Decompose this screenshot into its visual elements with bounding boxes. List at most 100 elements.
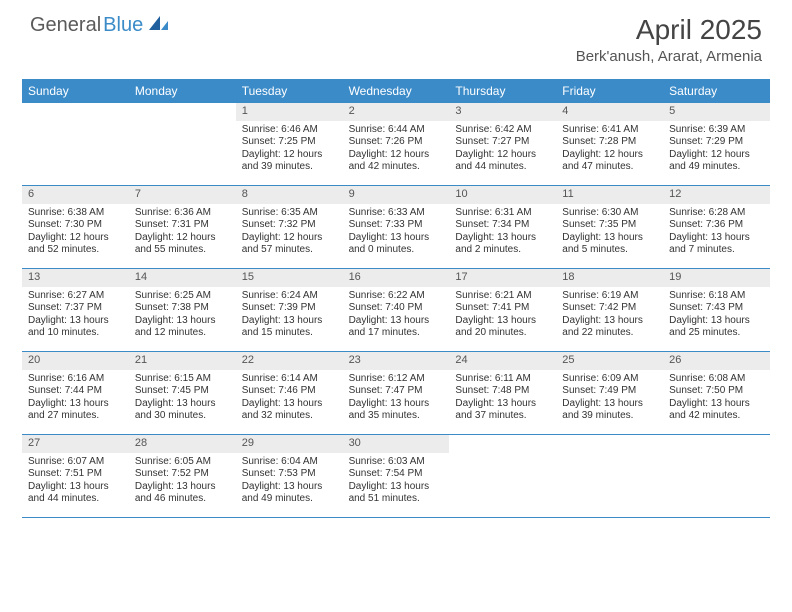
sunset-line: Sunset: 7:27 PM xyxy=(455,136,550,149)
sunset-line: Sunset: 7:41 PM xyxy=(455,302,550,315)
daylight-line: Daylight: 13 hours and 32 minutes. xyxy=(242,398,337,423)
daylight-line: Daylight: 13 hours and 20 minutes. xyxy=(455,315,550,340)
day-cell: 19Sunrise: 6:18 AMSunset: 7:43 PMDayligh… xyxy=(663,269,770,351)
daylight-line: Daylight: 13 hours and 5 minutes. xyxy=(562,232,657,257)
day-body: Sunrise: 6:25 AMSunset: 7:38 PMDaylight:… xyxy=(129,287,236,344)
day-number: 11 xyxy=(556,186,663,204)
day-cell: 27Sunrise: 6:07 AMSunset: 7:51 PMDayligh… xyxy=(22,435,129,517)
sunset-line: Sunset: 7:30 PM xyxy=(28,219,123,232)
daylight-line: Daylight: 13 hours and 51 minutes. xyxy=(349,481,444,506)
sunset-line: Sunset: 7:25 PM xyxy=(242,136,337,149)
day-cell: 23Sunrise: 6:12 AMSunset: 7:47 PMDayligh… xyxy=(343,352,450,434)
day-cell: 4Sunrise: 6:41 AMSunset: 7:28 PMDaylight… xyxy=(556,103,663,185)
sunrise-line: Sunrise: 6:42 AM xyxy=(455,124,550,137)
day-cell: 30 Sunrise: 6:03 AMSunset: 7:54 PMDayligh… xyxy=(343,435,450,517)
daylight-line: Daylight: 13 hours and 7 minutes. xyxy=(669,232,764,257)
sunrise-line: Sunrise: 6:44 AM xyxy=(349,124,444,137)
day-number: 15 xyxy=(236,269,343,287)
day-body: Sunrise: 6:08 AMSunset: 7:50 PMDaylight:… xyxy=(663,370,770,427)
daylight-line: Daylight: 13 hours and 35 minutes. xyxy=(349,398,444,423)
day-body: Sunrise: 6:07 AMSunset: 7:51 PMDaylight:… xyxy=(22,453,129,510)
daylight-line: Daylight: 12 hours and 47 minutes. xyxy=(562,149,657,174)
sunset-line: Sunset: 7:32 PM xyxy=(242,219,337,232)
calendar-week: 27Sunrise: 6:07 AMSunset: 7:51 PMDayligh… xyxy=(22,435,770,518)
calendar-week: 20Sunrise: 6:16 AMSunset: 7:44 PMDayligh… xyxy=(22,352,770,435)
day-number: 3 xyxy=(449,103,556,121)
day-cell: 15Sunrise: 6:24 AMSunset: 7:39 PMDayligh… xyxy=(236,269,343,351)
day-cell: 9Sunrise: 6:33 AMSunset: 7:33 PMDaylight… xyxy=(343,186,450,268)
day-body: Sunrise: 6:44 AMSunset: 7:26 PMDaylight:… xyxy=(343,121,450,178)
day-number: 12 xyxy=(663,186,770,204)
day-number: 23 xyxy=(343,352,450,370)
sunset-line: Sunset: 7:50 PM xyxy=(669,385,764,398)
day-body: Sunrise: 6:24 AMSunset: 7:39 PMDaylight:… xyxy=(236,287,343,344)
day-cell: 11Sunrise: 6:30 AMSunset: 7:35 PMDayligh… xyxy=(556,186,663,268)
sunrise-line: Sunrise: 6:09 AM xyxy=(562,373,657,386)
sunset-line: Sunset: 7:36 PM xyxy=(669,219,764,232)
day-number: 20 xyxy=(22,352,129,370)
sunrise-line: Sunrise: 6:11 AM xyxy=(455,373,550,386)
day-number: 6 xyxy=(22,186,129,204)
sunset-line: Sunset: 7:46 PM xyxy=(242,385,337,398)
day-number: 25 xyxy=(556,352,663,370)
sunset-line: Sunset: 7:53 PM xyxy=(242,468,337,481)
day-body: Sunrise: 6:38 AMSunset: 7:30 PMDaylight:… xyxy=(22,204,129,261)
sunset-line: Sunset: 7:54 PM xyxy=(349,468,444,481)
day-cell: 17Sunrise: 6:21 AMSunset: 7:41 PMDayligh… xyxy=(449,269,556,351)
sunrise-line: Sunrise: 6:33 AM xyxy=(349,207,444,220)
day-body: Sunrise: 6:46 AMSunset: 7:25 PMDaylight:… xyxy=(236,121,343,178)
day-number: 7 xyxy=(129,186,236,204)
logo-text-general: General xyxy=(30,14,101,37)
sunrise-line: Sunrise: 6:03 AM xyxy=(349,456,444,469)
day-number: 28 xyxy=(129,435,236,453)
day-body: Sunrise: 6:28 AMSunset: 7:36 PMDaylight:… xyxy=(663,204,770,261)
sunset-line: Sunset: 7:31 PM xyxy=(135,219,230,232)
day-cell: 6Sunrise: 6:38 AMSunset: 7:30 PMDaylight… xyxy=(22,186,129,268)
day-body: Sunrise: 6:41 AMSunset: 7:28 PMDaylight:… xyxy=(556,121,663,178)
sunrise-line: Sunrise: 6:21 AM xyxy=(455,290,550,303)
daylight-line: Daylight: 13 hours and 10 minutes. xyxy=(28,315,123,340)
sunset-line: Sunset: 7:51 PM xyxy=(28,468,123,481)
daylight-line: Daylight: 13 hours and 0 minutes. xyxy=(349,232,444,257)
day-body: Sunrise: 6:11 AMSunset: 7:48 PMDaylight:… xyxy=(449,370,556,427)
day-body: Sunrise: 6:19 AMSunset: 7:42 PMDaylight:… xyxy=(556,287,663,344)
day-number: 29 xyxy=(236,435,343,453)
daylight-line: Daylight: 12 hours and 52 minutes. xyxy=(28,232,123,257)
daylight-line: Daylight: 12 hours and 39 minutes. xyxy=(242,149,337,174)
day-number: 30 xyxy=(343,435,450,453)
day-body: Sunrise: 6:33 AMSunset: 7:33 PMDaylight:… xyxy=(343,204,450,261)
sunrise-line: Sunrise: 6:35 AM xyxy=(242,207,337,220)
day-body: Sunrise: 6:09 AMSunset: 7:49 PMDaylight:… xyxy=(556,370,663,427)
day-body: Sunrise: 6:05 AMSunset: 7:52 PMDaylight:… xyxy=(129,453,236,510)
sunrise-line: Sunrise: 6:36 AM xyxy=(135,207,230,220)
day-cell: 21Sunrise: 6:15 AMSunset: 7:45 PMDayligh… xyxy=(129,352,236,434)
sunrise-line: Sunrise: 6:24 AM xyxy=(242,290,337,303)
day-number: 21 xyxy=(129,352,236,370)
weekday-header: Monday xyxy=(129,79,236,103)
day-body: Sunrise: 6:22 AMSunset: 7:40 PMDaylight:… xyxy=(343,287,450,344)
day-number: 16 xyxy=(343,269,450,287)
day-number: 19 xyxy=(663,269,770,287)
weekday-header: Saturday xyxy=(663,79,770,103)
daylight-line: Daylight: 13 hours and 46 minutes. xyxy=(135,481,230,506)
day-cell: 29Sunrise: 6:04 AMSunset: 7:53 PMDayligh… xyxy=(236,435,343,517)
sunset-line: Sunset: 7:52 PM xyxy=(135,468,230,481)
day-cell: 25Sunrise: 6:09 AMSunset: 7:49 PMDayligh… xyxy=(556,352,663,434)
daylight-line: Daylight: 13 hours and 49 minutes. xyxy=(242,481,337,506)
calendar-weeks: 1Sunrise: 6:46 AMSunset: 7:25 PMDaylight… xyxy=(22,103,770,518)
sunset-line: Sunset: 7:26 PM xyxy=(349,136,444,149)
daylight-line: Daylight: 13 hours and 22 minutes. xyxy=(562,315,657,340)
weekday-header: Tuesday xyxy=(236,79,343,103)
day-number: 27 xyxy=(22,435,129,453)
day-body: Sunrise: 6:12 AMSunset: 7:47 PMDaylight:… xyxy=(343,370,450,427)
day-cell: 12Sunrise: 6:28 AMSunset: 7:36 PMDayligh… xyxy=(663,186,770,268)
sunrise-line: Sunrise: 6:18 AM xyxy=(669,290,764,303)
sunset-line: Sunset: 7:48 PM xyxy=(455,385,550,398)
day-number: 2 xyxy=(343,103,450,121)
daylight-line: Daylight: 13 hours and 2 minutes. xyxy=(455,232,550,257)
sunrise-line: Sunrise: 6:22 AM xyxy=(349,290,444,303)
sunrise-line: Sunrise: 6:25 AM xyxy=(135,290,230,303)
sunset-line: Sunset: 7:49 PM xyxy=(562,385,657,398)
daylight-line: Daylight: 13 hours and 17 minutes. xyxy=(349,315,444,340)
day-body: Sunrise: 6:31 AMSunset: 7:34 PMDaylight:… xyxy=(449,204,556,261)
